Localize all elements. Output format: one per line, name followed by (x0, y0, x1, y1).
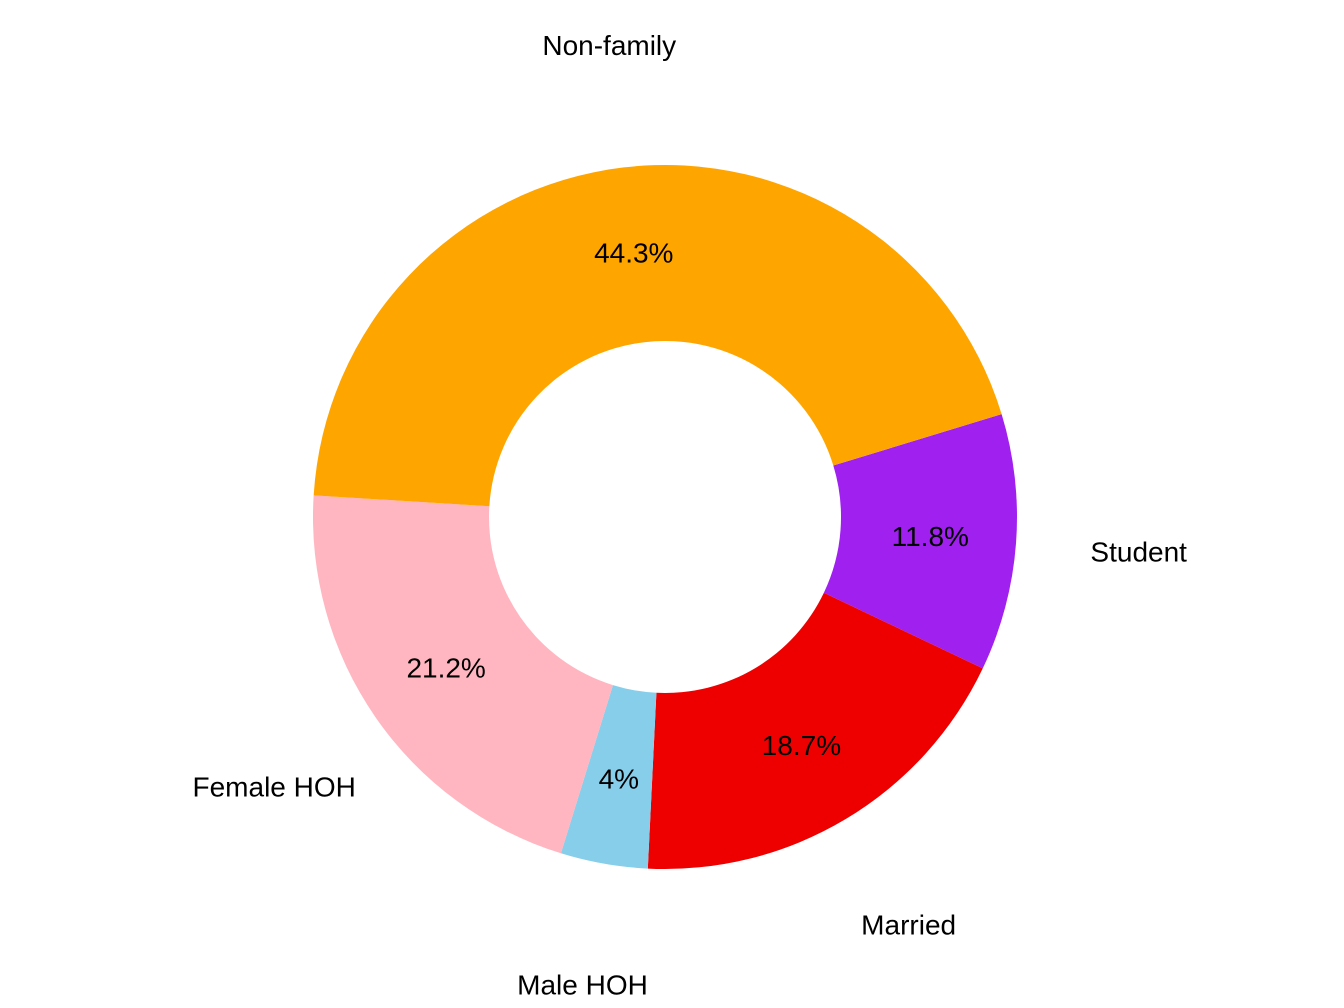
pct-label: 4% (599, 763, 639, 794)
slice-student (823, 414, 1018, 669)
pct-label: 44.3% (594, 237, 673, 268)
slice-married (647, 592, 983, 869)
donut-labels: 11.8% Student 18.7% Married 4% Male HOH 21.2% F… (193, 30, 1188, 1001)
donut-slices (313, 165, 1018, 869)
slice-female-hoh (313, 495, 613, 854)
pct-label: 11.8% (892, 521, 969, 552)
category-label: Non-family (542, 30, 676, 61)
category-label: Male HOH (517, 969, 648, 1000)
category-label: Married (861, 909, 956, 940)
category-label: Female HOH (193, 771, 356, 802)
category-label: Student (1090, 537, 1187, 568)
slice-male-hoh (560, 685, 657, 869)
pct-label: 18.7% (762, 730, 841, 761)
slice-non-family (313, 165, 1002, 507)
pct-label: 21.2% (406, 653, 485, 684)
